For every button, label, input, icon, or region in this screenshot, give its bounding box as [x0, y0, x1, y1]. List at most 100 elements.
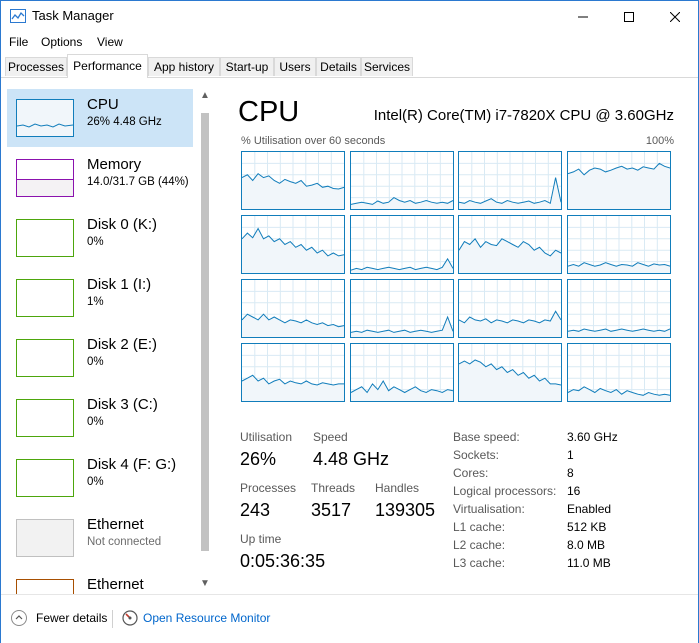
sidebar-item-label: Ethernet [87, 576, 144, 593]
spec-label: L3 cache: [453, 556, 506, 570]
core-area [459, 238, 561, 273]
core-graph [566, 215, 671, 274]
core-graph [566, 279, 671, 338]
minimize-button[interactable] [560, 1, 606, 32]
sidebar-item-memory[interactable]: Memory 14.0/31.7 GB (44%) [7, 149, 193, 207]
sidebar-item-value: 0% [87, 416, 104, 428]
sidebar-item-disk3[interactable]: Disk 3 (C:) 0% [7, 389, 193, 447]
core-area [567, 163, 670, 209]
menu-file[interactable]: File [9, 35, 29, 49]
core-line [459, 359, 561, 386]
spec-label: L2 cache: [453, 538, 506, 552]
core-line [567, 328, 670, 332]
page-title: CPU [238, 96, 300, 128]
core-line [350, 196, 453, 205]
spec-value: 8.0 MB [567, 538, 606, 552]
core-area [567, 329, 670, 337]
core-graph-plot [459, 216, 561, 273]
speed-value: 4.48 GHz [313, 449, 390, 469]
spec-value: 11.0 MB [567, 556, 611, 570]
disk-mini-graph [16, 339, 74, 377]
spec-label: Base speed: [453, 430, 520, 444]
tab-performance[interactable]: Performance [67, 54, 148, 78]
scroll-down-icon[interactable]: ▼ [200, 578, 210, 589]
chevron-up-icon[interactable] [11, 610, 27, 626]
ethernet-mini-graph [16, 579, 74, 594]
tab-processes[interactable]: Processes [5, 57, 67, 76]
sidebar-item-value: 0% [87, 356, 104, 368]
core-area [242, 173, 344, 209]
sidebar-item-disk4[interactable]: Disk 4 (F: G:) 0% [7, 449, 193, 507]
close-button[interactable] [652, 1, 698, 32]
core-graph-plot [350, 280, 453, 337]
core-graph [349, 279, 454, 338]
sidebar-item-label: Disk 4 (F: G:) [87, 456, 177, 473]
sidebar-item-value: 0% [87, 476, 104, 488]
sidebar-item-disk0[interactable]: Disk 0 (K:) 0% [7, 209, 193, 267]
core-graph-plot [350, 152, 453, 209]
title-bar: Task Manager [1, 1, 698, 32]
handles-value: 139305 [375, 500, 436, 520]
core-line [459, 310, 561, 324]
core-graph-plot [567, 216, 670, 273]
spec-label: L1 cache: [453, 520, 506, 534]
core-graph [349, 151, 454, 210]
tab-start-up[interactable]: Start-up [220, 57, 274, 76]
core-graph [458, 151, 562, 210]
core-graph [566, 151, 671, 210]
core-graph-plot [567, 152, 670, 209]
sidebar-item-disk2[interactable]: Disk 2 (E:) 0% [7, 329, 193, 387]
tab-details[interactable]: Details [316, 57, 361, 76]
spec-value: 1 [567, 448, 574, 462]
sidebar-item-label: CPU [87, 96, 119, 113]
threads-label: Threads [311, 481, 356, 495]
core-graph-plot [242, 152, 344, 209]
tab-app-history[interactable]: App history [148, 57, 220, 76]
uptime-label: Up time [240, 532, 282, 546]
sidebar-item-value: 0% [87, 236, 104, 248]
speed-label: Speed [313, 430, 348, 444]
scroll-up-icon[interactable]: ▲ [200, 90, 210, 101]
core-graph-plot [242, 344, 344, 401]
disk-mini-graph [16, 459, 74, 497]
core-graph-plot [567, 344, 670, 401]
sidebar-scrollbar[interactable]: ▲ ▼ [197, 88, 213, 594]
menu-view[interactable]: View [97, 35, 123, 49]
fewer-details-link[interactable]: Fewer details [36, 611, 108, 625]
sidebar-item-ethernet-2[interactable]: Ethernet [7, 569, 193, 594]
core-line [242, 227, 344, 257]
sidebar-item-label: Disk 1 (I:) [87, 276, 152, 293]
core-graph-plot [459, 280, 561, 337]
disk-mini-graph [16, 399, 74, 437]
spec-label: Sockets: [453, 448, 500, 462]
core-graph [349, 215, 454, 274]
sidebar-item-value: Not connected [87, 536, 162, 548]
core-graph [566, 343, 671, 402]
open-resource-monitor-link[interactable]: Open Resource Monitor [143, 611, 271, 625]
menu-options[interactable]: Options [41, 35, 83, 49]
core-graph-plot [459, 344, 561, 401]
window-title: Task Manager [32, 8, 114, 23]
spec-label: Virtualisation: [453, 502, 525, 516]
processes-value: 243 [240, 500, 271, 520]
core-line [567, 262, 670, 267]
core-area [567, 386, 670, 401]
scrollbar-thumb[interactable] [201, 113, 209, 551]
sidebar-item-cpu[interactable]: CPU 26% 4.48 GHz [7, 89, 193, 147]
tab-services[interactable]: Services [361, 57, 413, 76]
sidebar-item-disk1[interactable]: Disk 1 (I:) 1% [7, 269, 193, 327]
task-manager-icon [10, 9, 26, 23]
sidebar-item-label: Ethernet [87, 516, 144, 533]
core-line [459, 237, 561, 257]
core-area [350, 197, 453, 209]
maximize-button[interactable] [606, 1, 652, 32]
core-graph-plot [350, 216, 453, 273]
resource-monitor-icon[interactable] [122, 610, 138, 626]
tab-users[interactable]: Users [274, 57, 316, 76]
core-graph [241, 151, 345, 210]
spec-value: 3.60 GHz [567, 430, 618, 444]
sidebar-item-value: 1% [87, 296, 104, 308]
sidebar-item-ethernet-1[interactable]: Ethernet Not connected [7, 509, 193, 567]
menu-bar: File Options View [1, 32, 698, 53]
